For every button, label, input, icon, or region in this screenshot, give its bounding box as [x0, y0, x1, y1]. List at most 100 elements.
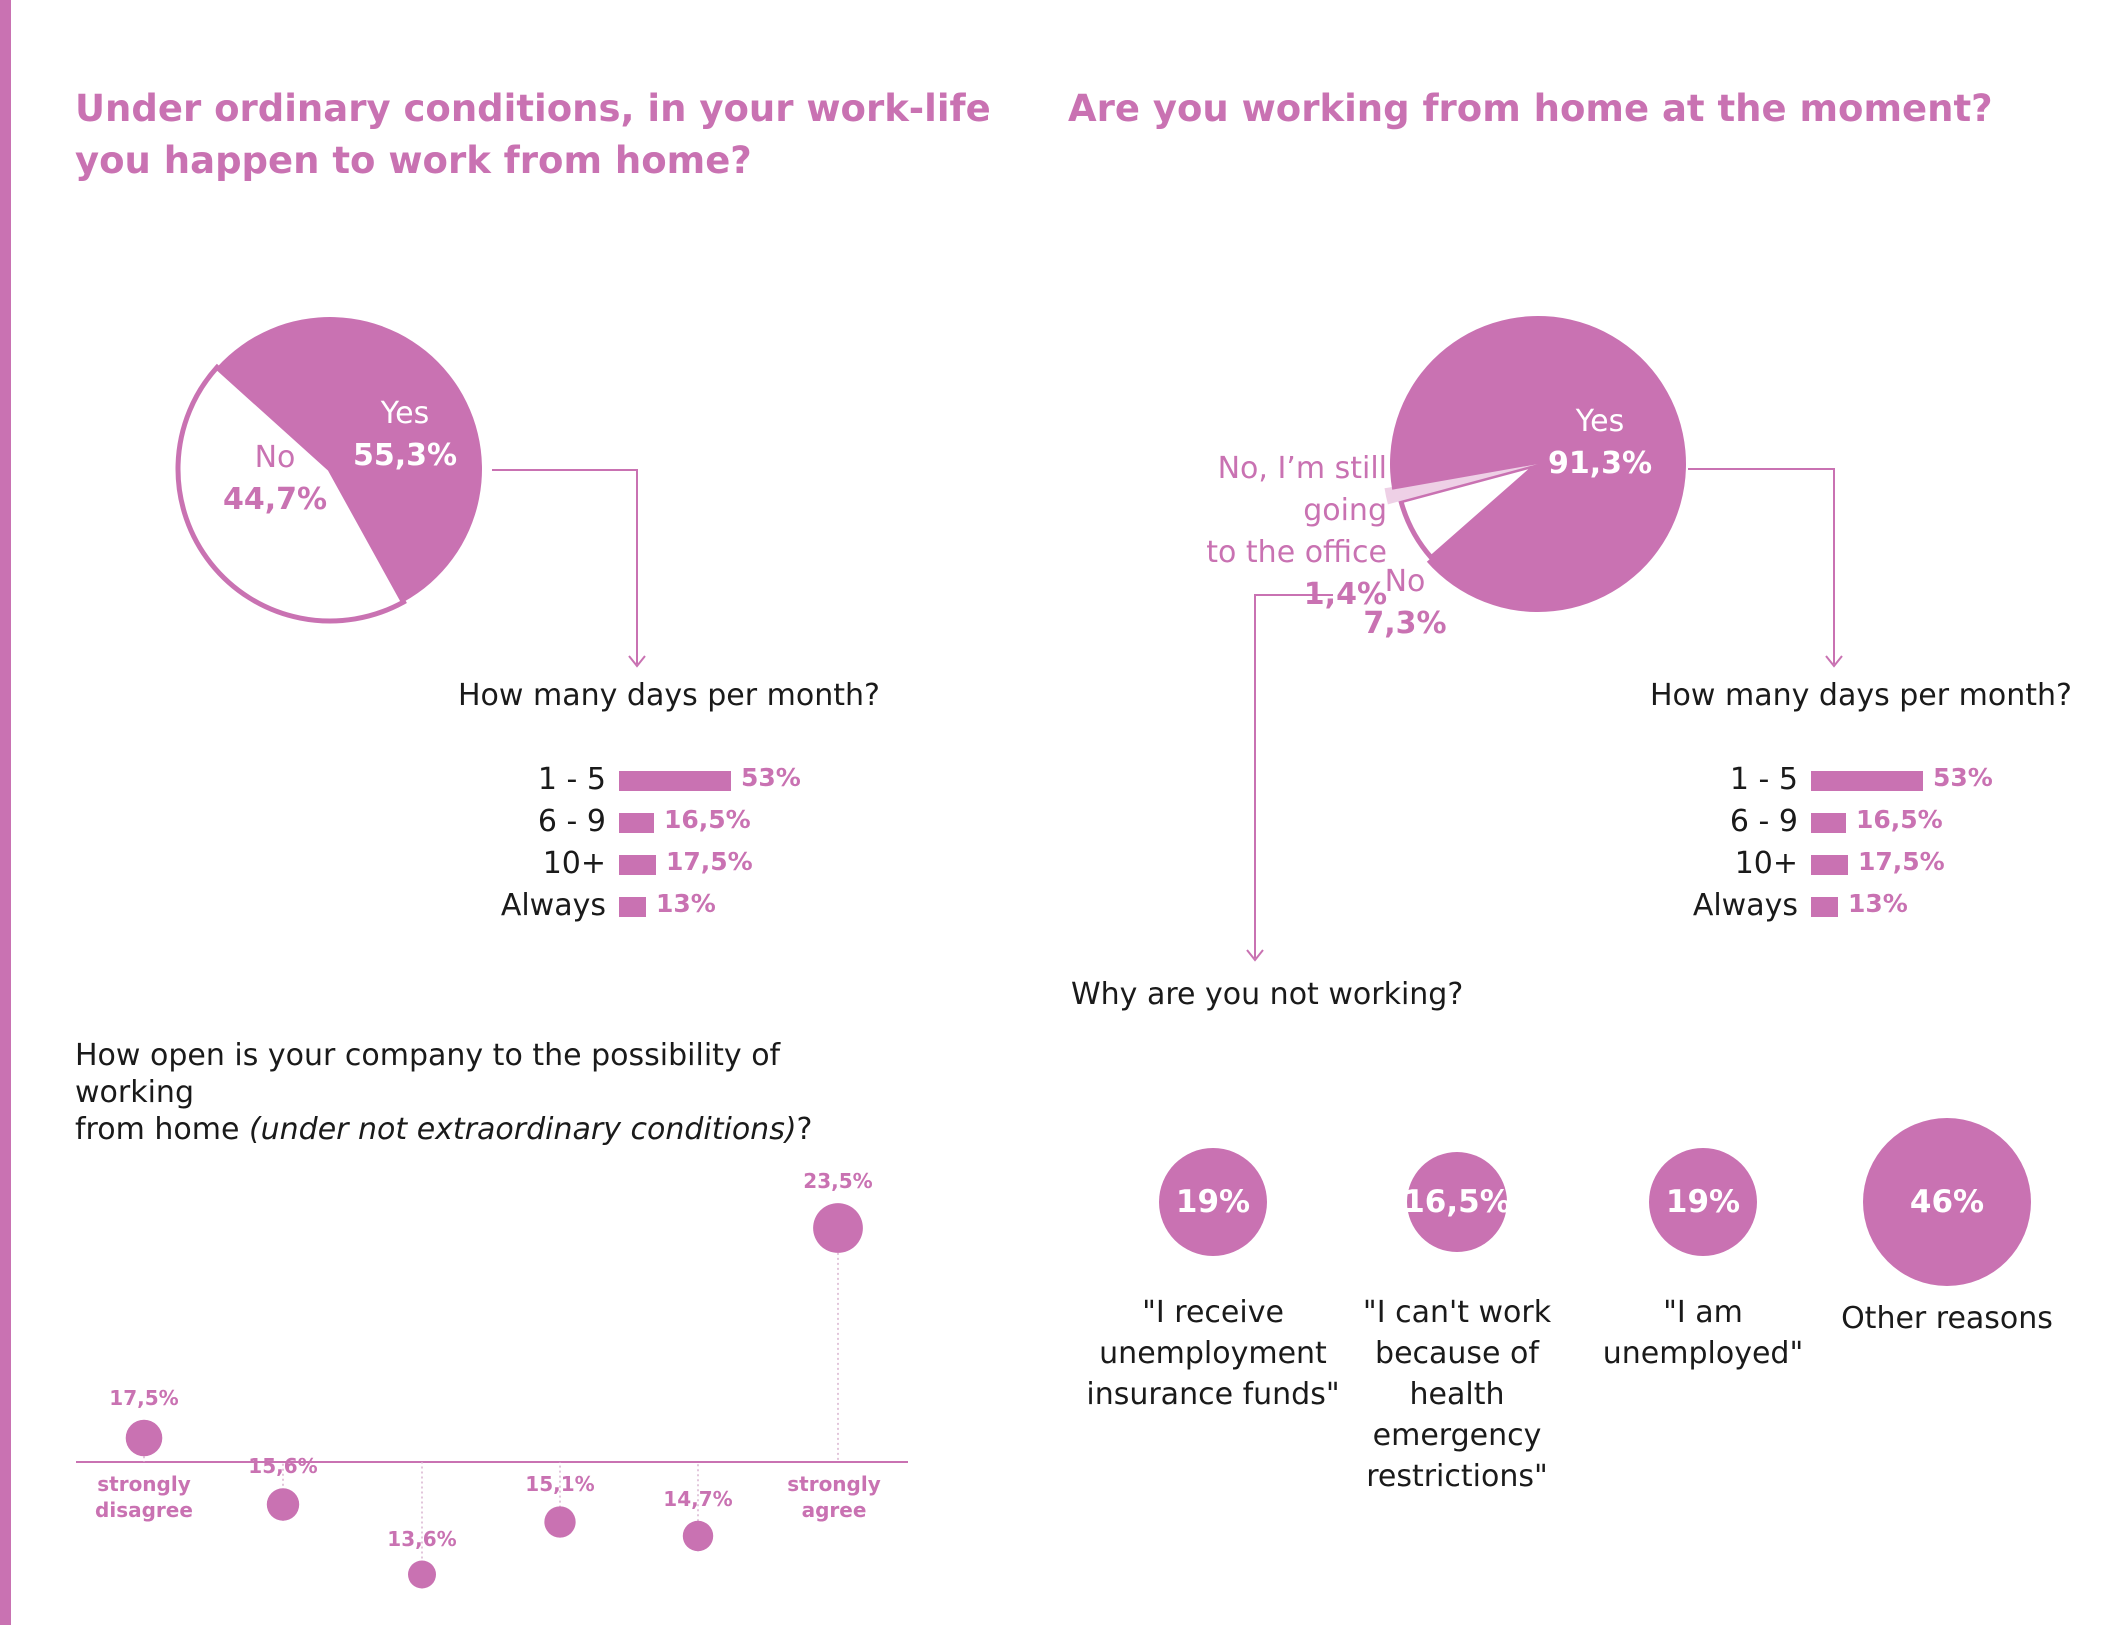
days-bar-row: 10+ 17,5% [456, 844, 856, 886]
left-days-question: How many days per month? [458, 678, 880, 713]
pie2-yes-label: Yes 91,3% [1520, 401, 1680, 485]
days-bar-label: 6 - 9 [537, 804, 606, 839]
openness-dot-value: 15,6% [248, 1454, 318, 1479]
days-bar-label: 10+ [1734, 846, 1798, 881]
pie1-no-text: No [254, 440, 296, 475]
days-bar-label: 1 - 5 [1729, 762, 1798, 797]
pie1-yes-label: Yes 55,3% [330, 393, 480, 477]
openness-dot-value: 15,1% [525, 1472, 595, 1497]
openness-dot [813, 1203, 863, 1253]
days-bar [619, 813, 654, 833]
reason-bubble: 19% [1649, 1148, 1757, 1256]
pie2-slice-no [1397, 461, 1540, 562]
reason-label-line: emergency [1372, 1418, 1542, 1453]
pie2-office-value: 1,4% [1303, 577, 1387, 612]
days-bar-label: 10+ [542, 846, 606, 881]
axis-right-line1: strongly [787, 1472, 881, 1496]
pie2-slice-office [1384, 464, 1538, 505]
pie2-office-line1: No, I’m still going [1217, 451, 1387, 528]
pie2-office-label: No, I’m still going to the office 1,4% [1127, 448, 1387, 616]
left-title: Under ordinary conditions, in your work-… [75, 83, 991, 187]
days-bar-value: 13% [656, 889, 716, 918]
days-bar-row: 1 - 5 53% [1648, 760, 2048, 802]
pie2-office-line2: to the office [1206, 535, 1387, 570]
pie1-no-value: 44,7% [222, 482, 328, 517]
reason-label-line: unemployment [1099, 1336, 1327, 1371]
openness-q-post: ? [796, 1112, 813, 1147]
pie1-slice-no [175, 363, 407, 624]
reason-label: "I receive unemployment insurance funds" [1083, 1292, 1343, 1415]
pie-chart-current [1384, 316, 1687, 613]
days-bar-value: 17,5% [1858, 847, 1945, 876]
openness-dot [266, 1488, 300, 1521]
pie2-yes-value: 91,3% [1547, 446, 1653, 481]
arrowhead-right-days [1825, 655, 1843, 668]
openness-dot-value: 14,7% [663, 1486, 733, 1511]
days-bar-value: 53% [741, 763, 801, 792]
pie2-slice-yes [1390, 316, 1687, 613]
days-bar-value: 17,5% [666, 847, 753, 876]
pie1-no-label: No 44,7% [200, 437, 350, 521]
openness-dot [408, 1560, 436, 1589]
reason-label-line: restrictions" [1366, 1459, 1548, 1494]
days-bar-row: Always 13% [456, 886, 856, 928]
pie2-no-text: No [1384, 564, 1426, 599]
reason-label: "I can't work because of health emergency r… [1327, 1292, 1587, 1497]
days-bar [1811, 813, 1846, 833]
days-bar [619, 855, 656, 875]
why-question: Why are you not working? [1071, 977, 1464, 1012]
days-bar [1811, 897, 1838, 917]
openness-dot [682, 1520, 714, 1552]
reason-label-line: because of health [1375, 1336, 1539, 1412]
days-bar [1811, 771, 1923, 791]
pie2-yes-text: Yes [1575, 404, 1625, 439]
days-bar-label: 1 - 5 [537, 762, 606, 797]
axis-left-line2: disagree [95, 1498, 193, 1522]
arrowhead-why [1246, 949, 1264, 962]
reason-bubble: 16,5% [1403, 1151, 1511, 1253]
days-bar [619, 771, 731, 791]
axis-label-strongly-agree: strongly agree [764, 1471, 904, 1523]
left-title-line1: Under ordinary conditions, in your work-… [75, 87, 991, 130]
openness-question: How open is your company to the possibil… [75, 1037, 895, 1148]
connector-left-days [492, 469, 638, 664]
pie1-slice-yes [217, 317, 482, 603]
days-bar-row: Always 13% [1648, 886, 2048, 928]
days-bar-value: 16,5% [1856, 805, 1943, 834]
openness-question-line2: from home (under not extraordinary condi… [75, 1111, 895, 1148]
reason-label-line: insurance funds" [1086, 1377, 1340, 1412]
openness-dot [125, 1419, 163, 1457]
days-bar-value: 16,5% [664, 805, 751, 834]
right-days-question: How many days per month? [1650, 678, 2072, 713]
days-bar-row: 6 - 9 16,5% [456, 802, 856, 844]
openness-question-line1: How open is your company to the possibil… [75, 1038, 781, 1110]
reason-label-line: unemployed" [1602, 1336, 1804, 1371]
openness-q-italic: (under not extraordinary conditions) [248, 1112, 797, 1147]
openness-dot-value: 13,6% [387, 1526, 457, 1551]
pie1-yes-value: 55,3% [352, 438, 458, 473]
pie2-no-value: 7,3% [1363, 606, 1447, 641]
reason-label: Other reasons [1817, 1298, 2077, 1339]
reason-label-line: "I am [1663, 1295, 1743, 1330]
reason-label-line: "I can't work [1362, 1295, 1552, 1330]
left-edge-stripe [0, 0, 11, 1625]
reason-label-line: "I receive [1142, 1295, 1284, 1330]
days-bar-label: Always [1692, 888, 1798, 923]
connector-why [1254, 594, 1333, 958]
pie1-yes-text: Yes [380, 396, 430, 431]
axis-right-line2: agree [801, 1498, 867, 1522]
connector-arrows [492, 468, 1843, 962]
pie-chart-ordinary [175, 317, 482, 624]
arrowhead-left-days [628, 655, 646, 668]
openness-dot-chart [76, 1203, 908, 1589]
openness-q-pre: from home [75, 1112, 249, 1147]
days-bar-row: 1 - 5 53% [456, 760, 856, 802]
openness-dot-value: 17,5% [109, 1385, 179, 1410]
axis-left-line1: strongly [97, 1472, 191, 1496]
right-title: Are you working from home at the moment? [1068, 87, 1993, 130]
days-bar [1811, 855, 1848, 875]
left-title-line2: you happen to work from home? [75, 139, 752, 182]
days-bar-value: 13% [1848, 889, 1908, 918]
days-bar-value: 53% [1933, 763, 1993, 792]
